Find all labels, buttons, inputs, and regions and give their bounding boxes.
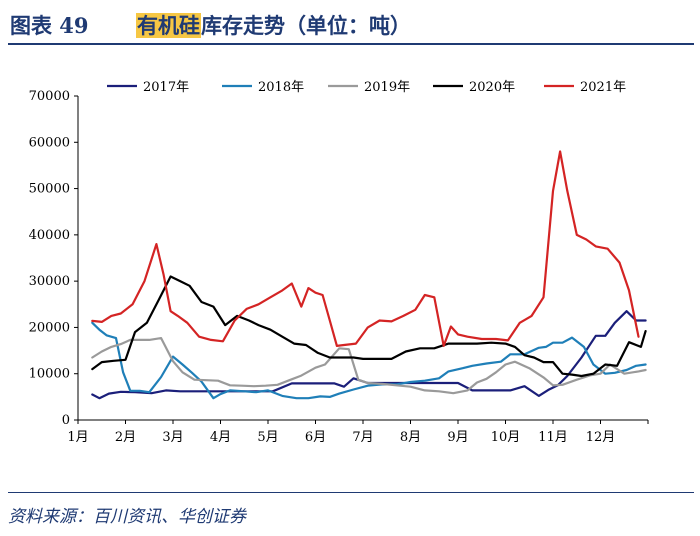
x-tick-label: 12月	[586, 430, 616, 445]
series-line	[91, 150, 640, 347]
series-line	[91, 337, 647, 395]
legend-label: 2017年	[143, 80, 189, 95]
y-tick-label: 60000	[29, 135, 70, 150]
x-tick-label: 5月	[257, 430, 278, 445]
x-tick-label: 1月	[67, 430, 88, 445]
x-tick-label: 2月	[115, 430, 136, 445]
series-line	[91, 310, 647, 400]
header-rule	[8, 43, 694, 45]
figure-number: 图表 49	[10, 13, 89, 38]
figure-title-rest: 库存走势（单位：吨）	[201, 13, 411, 38]
source-note: 资料来源：百川资讯、华创证券	[8, 507, 246, 527]
y-tick-label: 20000	[29, 320, 70, 335]
x-tick-label: 10月	[491, 430, 521, 445]
legend-label: 2019年	[364, 80, 410, 95]
legend-label: 2021年	[580, 80, 626, 95]
x-tick-label: 7月	[352, 430, 373, 445]
x-tick-label: 4月	[210, 430, 231, 445]
figure-title-highlight: 有机硅	[136, 13, 201, 38]
inventory-line-chart: 0 10000 20000 30000 40000 50000 60000 70000 1月 2月…	[29, 80, 649, 445]
legend-label: 2020年	[469, 80, 515, 95]
x-tick-label: 9月	[447, 430, 468, 445]
y-tick-label: 70000	[29, 89, 70, 104]
series-line	[91, 275, 647, 378]
y-tick-label: 0	[62, 413, 70, 428]
x-tick-label: 6月	[305, 430, 326, 445]
y-tick-label: 40000	[29, 228, 70, 243]
series-line	[91, 321, 647, 400]
figure-header: 图表 49 有机硅库存走势（单位：吨）	[8, 4, 694, 40]
x-tick-label: 11月	[538, 430, 568, 445]
footer-rule	[8, 492, 694, 493]
figure-title: 有机硅库存走势（单位：吨）	[136, 10, 411, 40]
x-tick-label: 3月	[162, 430, 183, 445]
y-tick-label: 30000	[29, 274, 70, 289]
y-tick-label: 50000	[29, 182, 70, 197]
legend-label: 2018年	[258, 80, 304, 95]
y-tick-label: 10000	[29, 367, 70, 382]
x-tick-label: 8月	[400, 430, 421, 445]
